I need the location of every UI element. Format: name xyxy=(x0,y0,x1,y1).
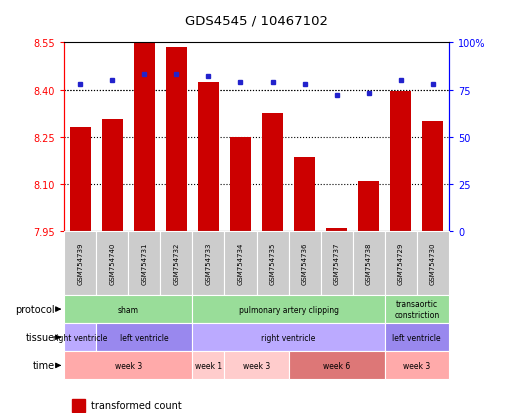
Bar xyxy=(134,44,155,231)
Text: GSM754739: GSM754739 xyxy=(77,242,83,285)
Text: GSM754731: GSM754731 xyxy=(141,242,147,285)
Bar xyxy=(390,92,411,231)
FancyBboxPatch shape xyxy=(321,231,353,295)
Bar xyxy=(262,114,283,231)
FancyBboxPatch shape xyxy=(256,231,288,295)
Text: GSM754733: GSM754733 xyxy=(205,242,211,285)
FancyBboxPatch shape xyxy=(288,351,385,380)
Text: week 6: week 6 xyxy=(323,361,350,370)
Text: right ventricle: right ventricle xyxy=(262,333,315,342)
Bar xyxy=(102,120,123,231)
FancyBboxPatch shape xyxy=(192,231,225,295)
FancyBboxPatch shape xyxy=(96,231,128,295)
Text: GSM754738: GSM754738 xyxy=(366,242,372,285)
FancyBboxPatch shape xyxy=(160,231,192,295)
Bar xyxy=(198,83,219,231)
Text: sham: sham xyxy=(118,305,139,314)
Bar xyxy=(166,48,187,231)
FancyBboxPatch shape xyxy=(288,231,321,295)
Text: GSM754737: GSM754737 xyxy=(333,242,340,285)
Bar xyxy=(72,399,85,412)
Bar xyxy=(230,138,251,231)
FancyBboxPatch shape xyxy=(192,323,385,351)
Text: left ventricle: left ventricle xyxy=(120,333,169,342)
Text: left ventricle: left ventricle xyxy=(392,333,441,342)
Bar xyxy=(294,158,315,231)
FancyBboxPatch shape xyxy=(225,351,288,380)
Text: week 1: week 1 xyxy=(195,361,222,370)
FancyBboxPatch shape xyxy=(385,231,417,295)
Text: GSM754736: GSM754736 xyxy=(302,242,308,285)
Text: GSM754735: GSM754735 xyxy=(269,242,275,285)
FancyBboxPatch shape xyxy=(96,323,192,351)
Text: GSM754732: GSM754732 xyxy=(173,242,180,285)
FancyBboxPatch shape xyxy=(64,351,192,380)
FancyBboxPatch shape xyxy=(192,295,385,323)
Text: GSM754729: GSM754729 xyxy=(398,242,404,285)
Text: week 3: week 3 xyxy=(243,361,270,370)
Text: transformed count: transformed count xyxy=(91,400,182,410)
Text: right ventricle: right ventricle xyxy=(53,333,107,342)
FancyBboxPatch shape xyxy=(225,231,256,295)
FancyBboxPatch shape xyxy=(64,323,96,351)
Text: transaortic
constriction: transaortic constriction xyxy=(394,300,440,319)
Text: GSM754734: GSM754734 xyxy=(238,242,244,285)
Text: GDS4545 / 10467102: GDS4545 / 10467102 xyxy=(185,14,328,27)
Bar xyxy=(358,182,379,231)
FancyBboxPatch shape xyxy=(192,351,225,380)
Text: protocol: protocol xyxy=(15,304,54,314)
FancyBboxPatch shape xyxy=(128,231,160,295)
Bar xyxy=(326,229,347,231)
Text: GSM754740: GSM754740 xyxy=(109,242,115,285)
FancyBboxPatch shape xyxy=(417,231,449,295)
FancyBboxPatch shape xyxy=(385,323,449,351)
Text: week 3: week 3 xyxy=(114,361,142,370)
Text: pulmonary artery clipping: pulmonary artery clipping xyxy=(239,305,339,314)
FancyBboxPatch shape xyxy=(64,295,192,323)
Bar xyxy=(70,128,91,231)
Text: GSM754730: GSM754730 xyxy=(430,242,436,285)
Bar xyxy=(422,122,443,231)
Text: time: time xyxy=(32,361,54,370)
FancyBboxPatch shape xyxy=(353,231,385,295)
Text: tissue: tissue xyxy=(25,332,54,342)
FancyBboxPatch shape xyxy=(385,295,449,323)
FancyBboxPatch shape xyxy=(64,231,96,295)
Text: week 3: week 3 xyxy=(403,361,430,370)
FancyBboxPatch shape xyxy=(385,351,449,380)
